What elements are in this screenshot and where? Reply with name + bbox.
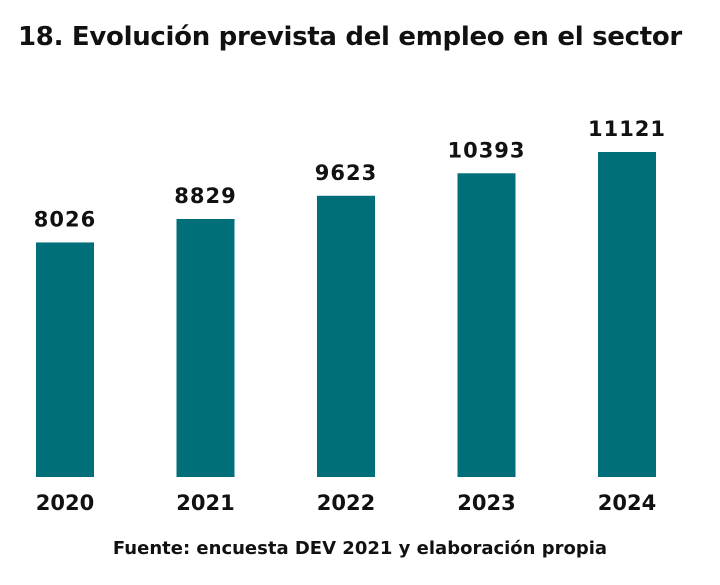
value-label-2021: 8829 bbox=[174, 184, 236, 208]
bar-2021 bbox=[176, 218, 235, 477]
source-note: Fuente: encuesta DEV 2021 y elaboración … bbox=[112, 538, 608, 559]
x-tick-label-2020: 2020 bbox=[36, 491, 94, 515]
value-label-2024: 11121 bbox=[588, 117, 666, 141]
x-tick-label-2021: 2021 bbox=[176, 491, 234, 515]
bar-2020 bbox=[36, 242, 94, 477]
chart-title: 18. Evolución prevista del empleo en el … bbox=[18, 22, 682, 52]
x-tick-label-2023: 2023 bbox=[457, 491, 515, 515]
bar-2022 bbox=[317, 195, 375, 478]
value-label-2020: 8026 bbox=[34, 207, 96, 231]
value-label-2022: 9623 bbox=[315, 161, 377, 185]
bar-2023 bbox=[457, 173, 516, 477]
bar-2024 bbox=[598, 152, 656, 477]
bar-chart: 8026 2020 8829 2021 9623 2022 10393 2023 11121 20… bbox=[34, 117, 666, 515]
x-tick-label-2024: 2024 bbox=[598, 491, 656, 515]
x-tick-label-2022: 2022 bbox=[317, 491, 375, 515]
value-label-2023: 10393 bbox=[447, 138, 525, 162]
